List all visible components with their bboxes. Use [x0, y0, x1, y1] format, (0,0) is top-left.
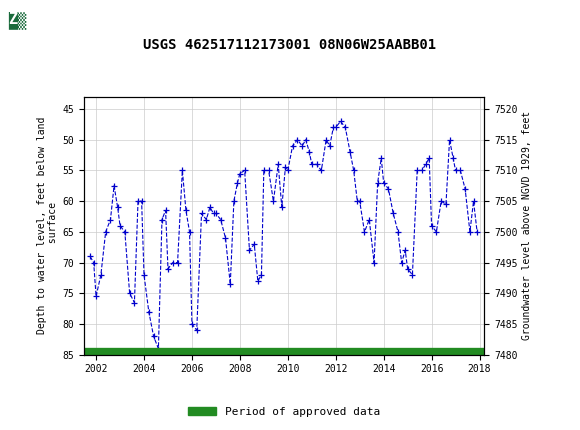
Text: █▒: █▒ [8, 11, 26, 29]
Text: USGS: USGS [42, 11, 93, 29]
FancyBboxPatch shape [5, 6, 37, 34]
Y-axis label: Depth to water level, feet below land
 surface: Depth to water level, feet below land su… [37, 117, 59, 335]
Text: Z: Z [8, 12, 17, 28]
Legend: Period of approved data: Period of approved data [184, 402, 385, 421]
Y-axis label: Groundwater level above NGVD 1929, feet: Groundwater level above NGVD 1929, feet [521, 111, 532, 340]
Text: USGS 462517112173001 08N06W25AABB01: USGS 462517112173001 08N06W25AABB01 [143, 38, 437, 52]
